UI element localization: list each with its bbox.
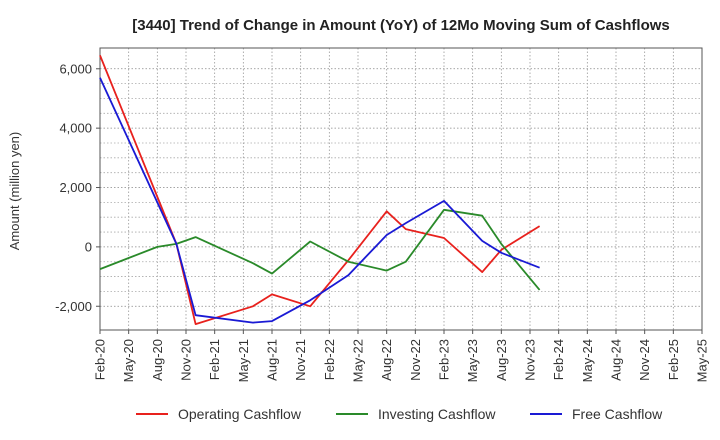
x-tick-label: Aug-21 <box>265 339 280 381</box>
x-tick-label: Feb-20 <box>93 339 108 380</box>
x-tick-label: May-21 <box>236 339 251 382</box>
x-tick-label: Nov-22 <box>408 339 423 381</box>
y-tick-label: 6,000 <box>59 61 92 76</box>
plot-area <box>99 47 703 331</box>
y-tick-label: 0 <box>85 239 92 254</box>
y-axis-ticks: -2,000 0 2,000 4,000 6,000 <box>55 61 100 314</box>
legend-label: Operating Cashflow <box>178 406 302 422</box>
x-tick-label: Nov-24 <box>637 339 652 381</box>
x-tick-label: May-22 <box>351 339 366 382</box>
x-tick-label: May-20 <box>121 339 136 382</box>
series-layer <box>99 55 541 326</box>
x-tick-label: May-24 <box>580 339 595 382</box>
x-tick-label: Aug-22 <box>379 339 394 381</box>
series-line-investing-cashflow <box>99 208 541 291</box>
x-tick-label: Feb-21 <box>207 339 222 380</box>
y-tick-label: 2,000 <box>59 180 92 195</box>
legend: Operating Cashflow Investing Cashflow Free… <box>136 406 663 422</box>
y-tick-label: -2,000 <box>55 299 92 314</box>
y-tick-label: 4,000 <box>59 121 92 136</box>
x-tick-label: Aug-20 <box>150 339 165 381</box>
x-tick-label: Nov-21 <box>293 339 308 381</box>
x-tick-label: Nov-20 <box>179 339 194 381</box>
series-line-free-cashflow <box>99 77 540 324</box>
x-tick-label: Nov-23 <box>523 339 538 381</box>
chart-title: [3440] Trend of Change in Amount (YoY) o… <box>132 17 670 34</box>
x-tick-label: Aug-23 <box>494 339 509 381</box>
grid <box>99 48 703 330</box>
x-tick-label: May-25 <box>695 339 710 382</box>
x-tick-label: Feb-23 <box>437 339 452 380</box>
y-axis-label: Amount (million yen) <box>7 132 22 251</box>
series-line-operating-cashflow <box>99 55 541 326</box>
x-tick-label: May-23 <box>465 339 480 382</box>
x-tick-label: Aug-24 <box>609 339 624 381</box>
legend-label: Free Cashflow <box>572 406 663 422</box>
x-tick-label: Feb-22 <box>322 339 337 380</box>
x-axis-ticks: Feb-20 May-20 Aug-20 Nov-20 Feb-21 May-21 Aug-… <box>93 330 710 382</box>
x-tick-label: Feb-25 <box>666 339 681 380</box>
x-tick-label: Feb-24 <box>551 339 566 380</box>
legend-label: Investing Cashflow <box>378 406 496 422</box>
